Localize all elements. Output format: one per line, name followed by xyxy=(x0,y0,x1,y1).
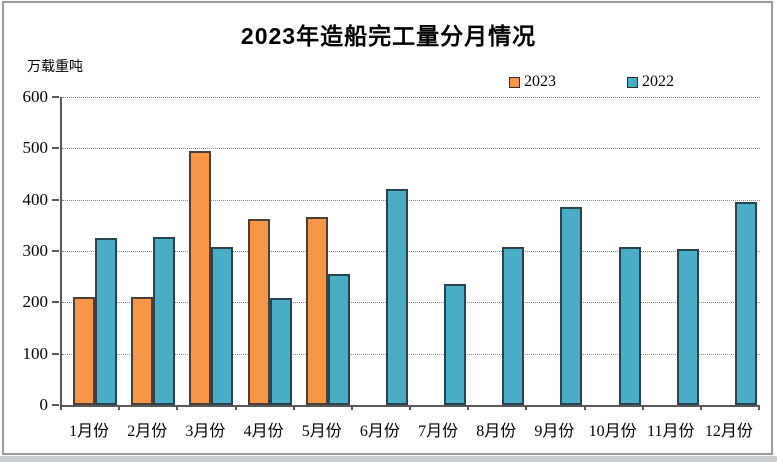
gridline-500 xyxy=(62,148,760,150)
gridline-100 xyxy=(62,353,760,355)
x-tick-mark-4 xyxy=(292,405,295,410)
x-tick-mark-6 xyxy=(409,405,411,410)
x-tick-mark-8 xyxy=(525,405,528,410)
outer-margin-strip xyxy=(0,456,777,462)
bar-2022-4月份 xyxy=(269,297,292,405)
x-tick-mark-10 xyxy=(641,405,644,410)
legend-swatch-2022-icon xyxy=(627,76,638,88)
plot-area xyxy=(60,97,760,407)
x-tick-mark-9 xyxy=(583,405,586,410)
x-tick-label-6月份: 6月份 xyxy=(359,423,400,440)
gridline-400 xyxy=(62,199,760,201)
bar-2022-6月份 xyxy=(385,188,408,405)
x-tick-mark-5 xyxy=(350,405,353,410)
gridline-600 xyxy=(62,97,760,98)
y-tick-mark-200 xyxy=(52,301,59,304)
legend-item-2022: 2022 xyxy=(627,73,674,91)
x-tick-label-3月份: 3月份 xyxy=(185,423,226,440)
bar-2022-7月份 xyxy=(444,284,467,405)
x-tick-label-11月份: 11月份 xyxy=(647,423,695,440)
x-tick-label-12月份: 12月份 xyxy=(704,423,753,440)
chart-title: 2023年造船完工量分月情况 xyxy=(240,23,537,49)
bar-2023-3月份 xyxy=(189,151,212,405)
bar-2023-2月份 xyxy=(131,296,154,405)
x-tick-mark-1 xyxy=(118,405,121,410)
y-tick-label-300: 300 xyxy=(22,241,49,260)
bar-2022-10月份 xyxy=(618,247,641,405)
x-tick-mark-7 xyxy=(467,405,470,410)
y-tick-mark-500 xyxy=(52,147,59,150)
x-tick-mark-3 xyxy=(234,405,237,410)
bar-2022-12月份 xyxy=(734,202,757,405)
x-tick-mark-12 xyxy=(758,405,760,410)
bar-2022-1月份 xyxy=(95,238,118,405)
legend-label-2023: 2023 xyxy=(524,73,556,90)
x-tick-mark-2 xyxy=(176,405,179,410)
x-tick-label-10月份: 10月份 xyxy=(588,423,637,440)
x-tick-label-5月份: 5月份 xyxy=(301,423,342,440)
bar-2023-1月份 xyxy=(73,296,96,405)
gridline-300 xyxy=(62,251,760,252)
x-tick-mark-0 xyxy=(60,405,62,410)
y-tick-mark-600 xyxy=(52,96,59,98)
legend-item-2023: 2023 xyxy=(509,73,556,91)
bar-2022-5月份 xyxy=(327,273,350,405)
bar-2022-2月份 xyxy=(153,237,176,405)
y-tick-label-0: 0 xyxy=(39,395,49,414)
y-tick-mark-300 xyxy=(52,250,59,252)
gridline-200 xyxy=(62,302,760,304)
legend-label-2022: 2022 xyxy=(642,73,674,90)
y-tick-label-200: 200 xyxy=(22,292,49,312)
y-tick-mark-0 xyxy=(52,404,59,406)
y-tick-label-500: 500 xyxy=(22,138,49,158)
legend-swatch-2023-icon xyxy=(509,76,520,88)
bar-2022-9月份 xyxy=(560,207,583,405)
y-tick-label-600: 600 xyxy=(22,87,49,106)
bar-2022-8月份 xyxy=(502,246,525,405)
x-tick-label-7月份: 7月份 xyxy=(418,423,459,440)
y-tick-mark-400 xyxy=(52,198,59,201)
x-tick-mark-11 xyxy=(699,405,702,410)
bar-2022-11月份 xyxy=(676,249,699,405)
x-tick-label-2月份: 2月份 xyxy=(127,423,168,440)
x-tick-label-1月份: 1月份 xyxy=(69,423,110,440)
bar-2023-4月份 xyxy=(247,219,270,405)
y-axis-unit-label: 万载重吨 xyxy=(27,58,83,74)
x-tick-label-8月份: 8月份 xyxy=(476,423,517,440)
x-tick-label-4月份: 4月份 xyxy=(243,423,284,440)
y-tick-mark-100 xyxy=(52,352,59,355)
y-tick-label-100: 100 xyxy=(22,343,49,363)
bar-2023-5月份 xyxy=(305,216,328,405)
x-tick-label-9月份: 9月份 xyxy=(534,423,575,440)
bar-2022-3月份 xyxy=(211,247,234,405)
y-tick-label-400: 400 xyxy=(22,189,49,209)
